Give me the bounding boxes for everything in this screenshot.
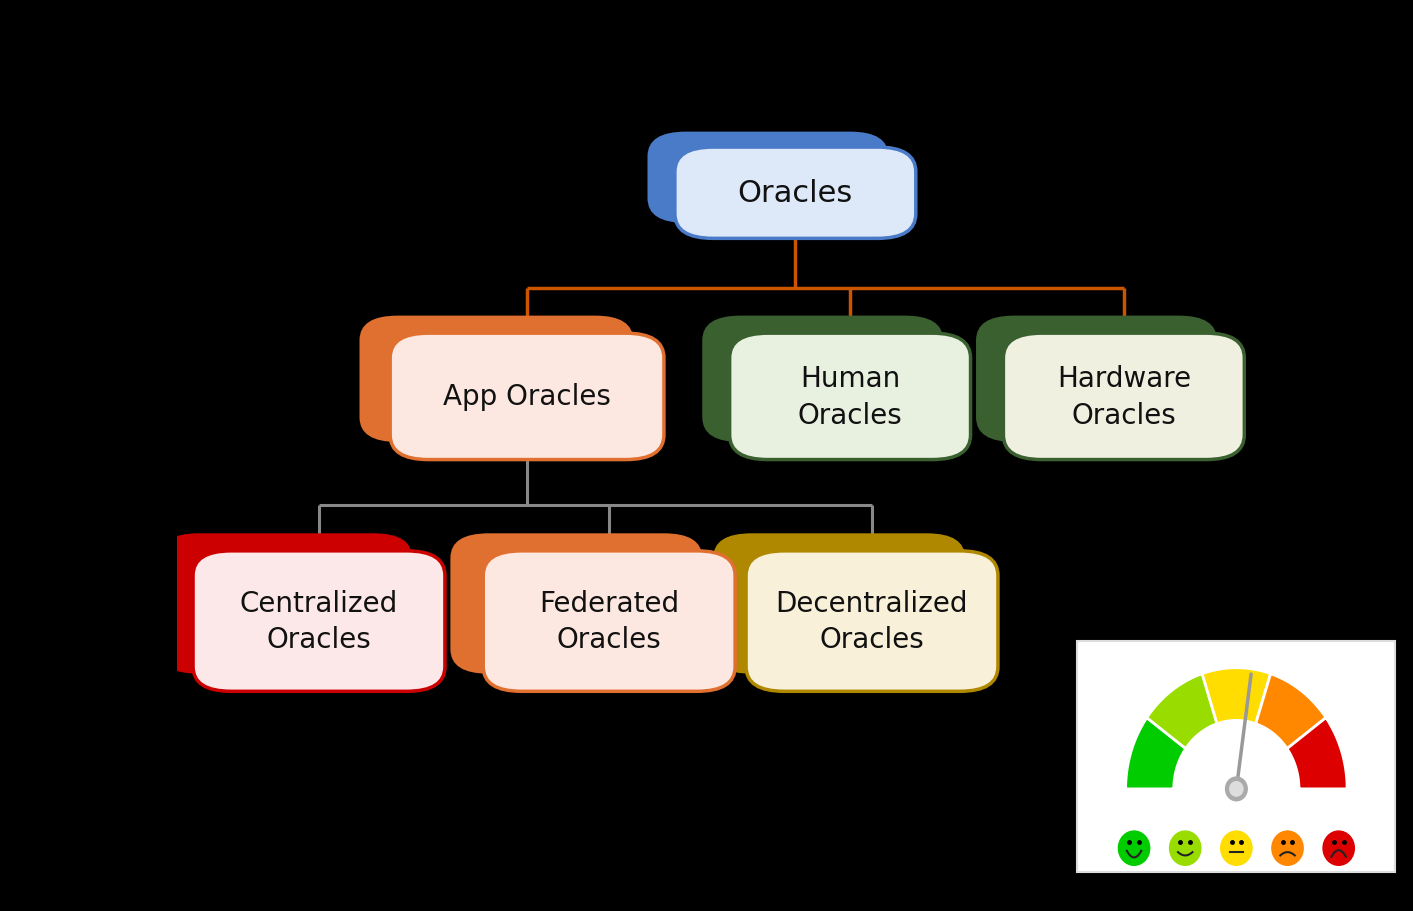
FancyBboxPatch shape — [675, 148, 916, 239]
Text: App Oracles: App Oracles — [444, 383, 610, 411]
Text: Oracles: Oracles — [738, 179, 853, 208]
FancyBboxPatch shape — [714, 534, 965, 674]
Text: Decentralized
Oracles: Decentralized Oracles — [776, 589, 968, 654]
Circle shape — [1229, 782, 1243, 796]
FancyBboxPatch shape — [976, 316, 1217, 443]
FancyBboxPatch shape — [160, 534, 413, 674]
Polygon shape — [1256, 674, 1325, 749]
Polygon shape — [1287, 718, 1347, 789]
FancyBboxPatch shape — [746, 551, 998, 691]
Circle shape — [1225, 777, 1248, 801]
FancyBboxPatch shape — [729, 333, 971, 460]
FancyBboxPatch shape — [451, 534, 702, 674]
Text: Human
Oracles: Human Oracles — [798, 364, 903, 429]
FancyBboxPatch shape — [390, 333, 664, 460]
Circle shape — [1272, 831, 1303, 865]
FancyBboxPatch shape — [483, 551, 735, 691]
FancyBboxPatch shape — [1003, 333, 1245, 460]
FancyBboxPatch shape — [1078, 641, 1395, 872]
Circle shape — [1323, 831, 1354, 865]
Text: Hardware
Oracles: Hardware Oracles — [1057, 364, 1191, 429]
FancyBboxPatch shape — [647, 132, 889, 224]
Circle shape — [1221, 831, 1252, 865]
Polygon shape — [1126, 718, 1186, 789]
FancyBboxPatch shape — [702, 316, 944, 443]
Circle shape — [1119, 831, 1150, 865]
Circle shape — [1170, 831, 1201, 865]
Polygon shape — [1202, 668, 1270, 724]
FancyBboxPatch shape — [194, 551, 445, 691]
Polygon shape — [1147, 674, 1217, 749]
Text: Centralized
Oracles: Centralized Oracles — [240, 589, 398, 654]
Text: Federated
Oracles: Federated Oracles — [540, 589, 680, 654]
FancyBboxPatch shape — [359, 316, 633, 443]
